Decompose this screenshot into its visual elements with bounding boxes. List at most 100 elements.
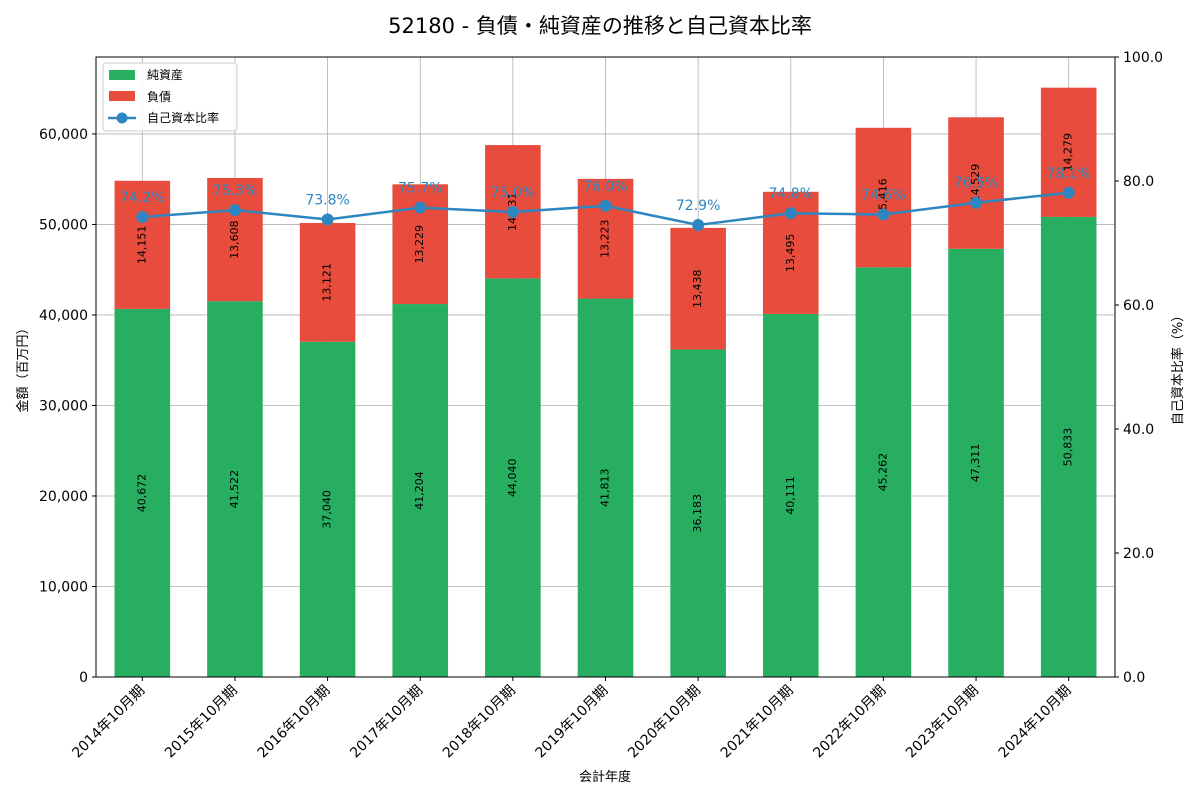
y-axis-label: 金額（百万円） — [15, 321, 31, 412]
ratio-value-label: 76.0% — [583, 179, 627, 195]
liability-value-label: 14,151 — [135, 226, 148, 264]
chart-title: 52180 - 負債・純資産の推移と自己資本比率 — [388, 14, 812, 38]
equity-bar — [485, 278, 541, 677]
y2-tick-label: 20.0 — [1123, 546, 1154, 562]
bars-layer — [114, 87, 1097, 678]
ratio-value-label: 73.8% — [305, 192, 349, 208]
ratio-point — [506, 206, 519, 218]
equity-bar — [577, 298, 634, 677]
equity-bar — [1040, 216, 1097, 677]
equity-bar — [207, 301, 263, 677]
x-tick-label: 2022年10月期 — [810, 683, 889, 762]
y2-tick-label: 100.0 — [1123, 50, 1163, 66]
y2-tick-label: 40.0 — [1123, 422, 1154, 438]
y-tick-label: 40,000 — [39, 308, 88, 324]
x-tick-label: 2023年10月期 — [903, 683, 982, 762]
legend-marker-ratio — [116, 112, 128, 124]
equity-bar — [948, 248, 1004, 678]
ratio-value-label: 74.6% — [861, 187, 905, 203]
equity-bar — [855, 267, 912, 677]
legend-label-liability: 負債 — [147, 89, 171, 104]
equity-bar — [299, 341, 356, 677]
liability-bar — [855, 127, 912, 268]
equity-value-label: 44,040 — [506, 458, 519, 497]
y-tick-label: 20,000 — [39, 489, 88, 505]
y-tick-label: 0 — [79, 670, 88, 686]
ratio-point — [321, 213, 334, 226]
ratio-line-layer: 74.2% 75.3% 73.8% 75.7% 75.0% 76.0% 72.9% 74.8%… — [120, 166, 1091, 232]
liability-value-label: 13,438 — [691, 269, 704, 308]
y2-tick-label: 80.0 — [1123, 174, 1154, 190]
x-axis-label: 会計年度 — [579, 769, 631, 785]
equity-value-label: 41,522 — [228, 470, 241, 509]
liability-value-label: 13,495 — [784, 234, 797, 273]
x-tick-label: 2018年10月期 — [440, 683, 519, 762]
liability-bar — [114, 180, 171, 309]
ratio-value-label: 75.0% — [491, 185, 535, 201]
equity-value-label: 36,183 — [691, 494, 704, 533]
equity-bar — [114, 308, 171, 677]
x-tick-label: 2021年10月期 — [718, 683, 797, 762]
x-tick-label: 2024年10月期 — [996, 683, 1075, 762]
ratio-point — [784, 207, 797, 220]
ratio-value-label: 72.9% — [676, 198, 720, 214]
liability-bar — [207, 178, 263, 302]
liability-bar — [299, 222, 356, 342]
liability-value-label: 13,223 — [599, 219, 612, 258]
equity-value-label: 40,672 — [135, 474, 148, 512]
liability-value-label: 13,608 — [228, 220, 241, 259]
equity-value-label: 40,111 — [784, 476, 797, 515]
y-tick-label: 10,000 — [39, 579, 88, 595]
legend-box — [102, 62, 238, 132]
liability-value-label: 13,121 — [321, 263, 334, 302]
liability-bar — [948, 117, 1004, 249]
y2-axis-label: 自己資本比率（%） — [1170, 309, 1186, 425]
y-tick-label: 30,000 — [39, 398, 88, 414]
legend-label-equity: 純資産 — [147, 67, 183, 82]
ratio-point — [136, 210, 149, 223]
ratio-point — [877, 208, 890, 221]
liability-value-label: 14,529 — [969, 164, 982, 203]
bar-labels-layer: 40,672 14,151 41,522 13,608 37,040 13,121 41,2… — [135, 133, 1074, 532]
ratio-value-label: 75.3% — [213, 183, 257, 199]
x-tick-label: 2016年10月期 — [255, 683, 334, 762]
ratio-point — [970, 196, 983, 209]
legend-swatch-equity — [109, 70, 135, 80]
liability-value-label: 15,416 — [876, 178, 889, 217]
ratio-point — [692, 219, 705, 232]
ratio-point — [228, 204, 241, 217]
liability-value-label: 13,229 — [413, 225, 426, 264]
equity-bar — [762, 313, 819, 677]
y2-tick-label: 0.0 — [1123, 670, 1145, 686]
x-tick-label: 2020年10月期 — [625, 683, 704, 762]
liability-bar — [577, 178, 634, 299]
ratio-value-label: 78.1% — [1046, 166, 1090, 182]
x-tick-label: 2019年10月期 — [533, 683, 612, 762]
ratio-point — [1062, 186, 1075, 199]
y-tick-label: 60,000 — [39, 127, 88, 143]
y-tick-label: 50,000 — [39, 217, 88, 233]
equity-value-label: 45,262 — [876, 453, 889, 492]
equity-bar — [392, 304, 449, 677]
y2-tick-label: 60.0 — [1123, 298, 1154, 314]
liability-value-label: 14,279 — [1062, 133, 1075, 172]
ratio-value-label: 76.5% — [954, 176, 998, 192]
ratio-value-label: 74.2% — [120, 190, 164, 206]
liability-bar — [670, 227, 726, 350]
legend-label-ratio: 自己資本比率 — [147, 110, 219, 125]
equity-value-label: 50,833 — [1062, 428, 1075, 467]
legend-swatch-liability — [109, 91, 135, 101]
x-tick-label: 2017年10月期 — [347, 683, 426, 762]
equity-value-label: 47,311 — [969, 444, 982, 483]
ratio-point — [414, 201, 427, 214]
ratio-point — [599, 199, 612, 212]
x-tick-label: 2014年10月期 — [69, 683, 148, 762]
x-tick-label: 2015年10月期 — [162, 683, 241, 762]
equity-value-label: 37,040 — [321, 490, 334, 529]
equity-bar — [670, 349, 726, 677]
equity-value-label: 41,204 — [413, 471, 426, 510]
equity-value-label: 41,813 — [599, 469, 612, 508]
